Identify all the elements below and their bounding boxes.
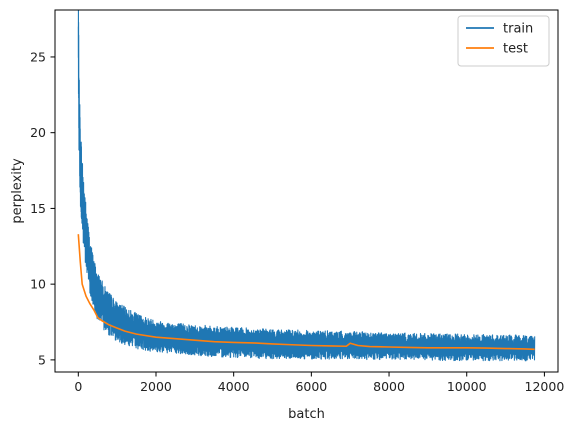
y-tick-label-20: 20 [30,125,46,140]
series-line-test [77,234,535,351]
y-axis: 5 10 15 20 25 [30,49,55,367]
y-axis-label: perplexity [10,158,25,224]
x-tick-label-4000: 4000 [218,379,250,394]
y-tick-label-15: 15 [30,201,46,216]
x-tick-label-10000: 10000 [447,379,487,394]
x-tick-label-8000: 8000 [373,379,405,394]
x-axis-label: batch [288,407,325,422]
y-tick-label-25: 25 [30,49,46,64]
x-tick-label-6000: 6000 [295,379,327,394]
plot-layer [77,10,536,362]
x-axis: 0 2000 4000 6000 8000 10000 12000 [74,372,564,394]
legend-label-test: test [503,42,528,57]
x-tick-label-2000: 2000 [140,379,172,394]
x-tick-label-0: 0 [74,379,82,394]
plot-frame [54,9,559,373]
x-tick-label-12000: 12000 [525,379,565,394]
legend: train test [457,15,550,67]
y-tick-label-5: 5 [38,352,46,367]
legend-label-train: train [503,22,533,37]
y-tick-label-10: 10 [30,277,46,292]
